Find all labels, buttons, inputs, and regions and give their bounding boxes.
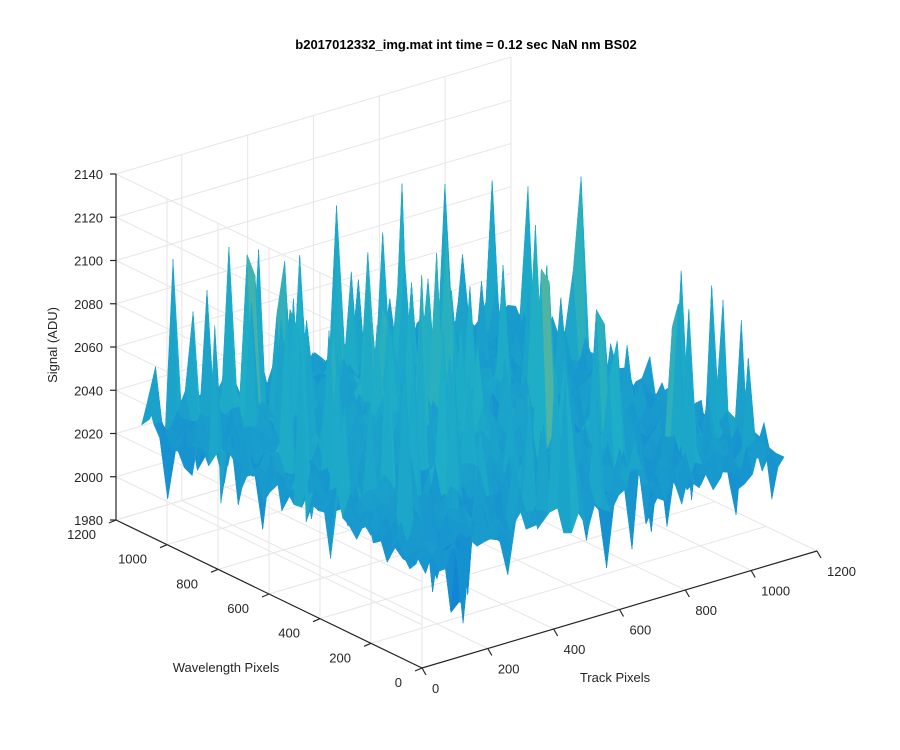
x-tick-label: 1200 bbox=[827, 564, 856, 579]
x-tick bbox=[684, 589, 690, 598]
x-tick bbox=[553, 628, 559, 637]
x-tick bbox=[487, 648, 493, 656]
z-tick-label: 2140 bbox=[74, 167, 103, 182]
x-tick-label: 800 bbox=[695, 603, 717, 618]
y-tick bbox=[414, 667, 423, 672]
x-tick bbox=[618, 609, 625, 617]
x-tick-labels: 0 200 400 600 800 1000 1200 bbox=[432, 564, 856, 696]
x-tick bbox=[750, 570, 756, 578]
z-tick-label: 2060 bbox=[74, 340, 103, 355]
y-tick-label: 200 bbox=[329, 650, 351, 665]
x-axis-title: Track Pixels bbox=[580, 670, 651, 685]
y-tick-label: 800 bbox=[176, 576, 198, 591]
x-tick-label: 400 bbox=[564, 642, 586, 657]
y-tick-label: 400 bbox=[278, 626, 300, 641]
z-tick-label: 2120 bbox=[74, 210, 103, 225]
z-tick-labels: 1980 2000 2020 2040 2060 2080 2100 2120 2140 bbox=[74, 167, 103, 528]
z-tick-label: 2080 bbox=[74, 297, 103, 312]
y-tick bbox=[312, 618, 321, 623]
y-tick bbox=[210, 568, 219, 573]
x-tick bbox=[816, 550, 822, 559]
y-axis-title: Wavelength Pixels bbox=[173, 660, 280, 675]
y-tick-label: 1000 bbox=[118, 552, 147, 567]
x-tick bbox=[421, 667, 427, 676]
y-tick bbox=[261, 593, 270, 598]
z-tick-label: 2100 bbox=[74, 254, 103, 269]
z-axis-title: Signal (ADU) bbox=[45, 307, 60, 383]
x-tick-label: 600 bbox=[630, 623, 652, 638]
z-tick-label: 2000 bbox=[74, 470, 103, 485]
floor-grid-line-y bbox=[370, 525, 767, 644]
x-tick-label: 0 bbox=[432, 681, 439, 696]
chart-title: b2017012332_img.mat int time = 0.12 sec … bbox=[295, 37, 636, 52]
z-tick-label: 2020 bbox=[74, 427, 103, 442]
y-tick-label: 0 bbox=[395, 675, 402, 690]
x-tick-label: 1000 bbox=[761, 584, 790, 599]
y-tick bbox=[159, 544, 168, 549]
z-tick-label: 1980 bbox=[74, 513, 103, 528]
y-tick bbox=[363, 642, 372, 647]
y-tick-label: 600 bbox=[227, 601, 249, 616]
side-wall-grid-line bbox=[115, 173, 423, 323]
side-wall-grid-line bbox=[115, 476, 423, 626]
y-tick-label: 1200 bbox=[67, 527, 96, 542]
axes bbox=[108, 173, 822, 676]
back-wall-grid-line bbox=[115, 99, 512, 218]
floor-grid-line-y bbox=[319, 501, 716, 620]
y-tick-labels: 0 200 400 600 800 1000 1200 bbox=[67, 527, 402, 690]
back-wall-grid-line bbox=[115, 56, 512, 175]
x-tick-label: 200 bbox=[498, 662, 520, 677]
z-tick-label: 2040 bbox=[74, 383, 103, 398]
surface-patch bbox=[769, 452, 785, 468]
surface-mesh bbox=[141, 176, 785, 624]
back-wall-grid-line bbox=[115, 143, 512, 261]
